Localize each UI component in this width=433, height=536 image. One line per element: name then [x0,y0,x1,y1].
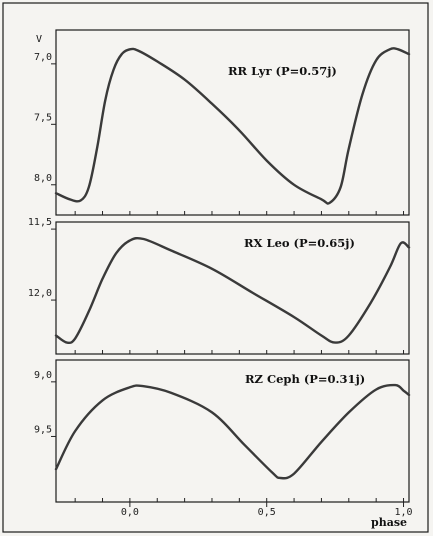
light-curve [54,236,411,345]
y-tick-label: 11,5 [28,217,52,228]
panel-frame [55,359,410,503]
panel-title: RR Lyr (P=0.57j) [228,64,337,78]
x-axis-label: phase [371,516,407,529]
y-tick-label: 9,0 [34,370,52,381]
x-tick-label: 1,0 [394,507,412,518]
light-curve [54,383,411,480]
y-tick-label: 12,0 [28,288,52,299]
y-tick-label: 8,0 [34,173,52,184]
x-ticks: 0,0 0,5 1,0 [121,502,413,518]
y-tick-label: 9,5 [34,424,52,435]
y-ticks: 11,5 12,0 [28,217,56,301]
y-ticks: 9,0 9,5 [34,370,56,437]
panel-rr-lyr: V RR Lyr (P=0.57j) 7,0 7,5 8,0 [34,29,411,216]
panel-rz-ceph: RZ Ceph (P=0.31j) 9,0 9,5 0,0 0,5 1,0 phase [34,359,413,529]
x-tick-label: 0,0 [121,507,139,518]
light-curve [54,47,411,205]
y-tick-label: 7,0 [34,52,52,63]
panel-frame [55,221,410,355]
x-minor-ticks [74,498,405,502]
panel-title: RZ Ceph (P=0.31j) [245,372,365,386]
x-tick-label: 0,5 [258,507,276,518]
panel-rx-leo: RX Leo (P=0.65j) 11,5 12,0 [28,217,411,355]
panel-frame [55,29,410,216]
panel-title: RX Leo (P=0.65j) [244,236,355,250]
x-minor-ticks [74,350,405,354]
figure-border [2,2,429,533]
y-ticks: 7,0 7,5 8,0 [34,52,56,186]
y-axis-label: V [36,34,42,45]
x-minor-ticks [74,211,405,215]
y-tick-label: 7,5 [34,112,52,123]
